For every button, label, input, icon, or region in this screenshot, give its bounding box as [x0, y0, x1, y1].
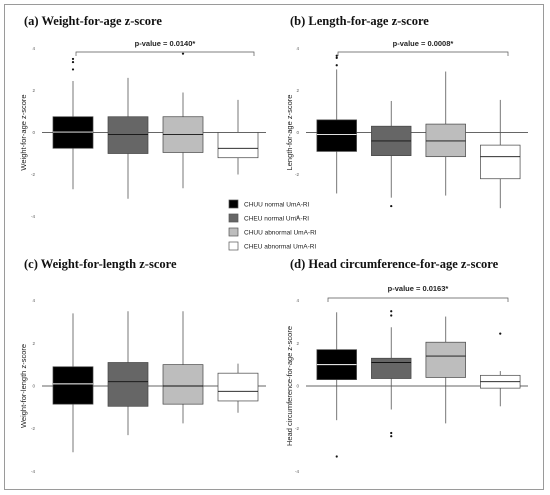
- figure-frame: [4, 4, 544, 490]
- pvalue-bracket: [337, 51, 509, 56]
- panel-title: (a) Weight-for-age z-score: [24, 14, 162, 28]
- y-tick-label: 4: [296, 298, 299, 303]
- y-tick-label: 0: [296, 130, 299, 135]
- outlier-point: [181, 52, 185, 55]
- box-iqr: [162, 364, 204, 405]
- box-2: [162, 52, 204, 189]
- box-2: [162, 311, 204, 424]
- outlier-point: [335, 455, 338, 458]
- y-tick-label: -2: [295, 172, 299, 177]
- y-tick-label: 0: [32, 130, 35, 135]
- panel-title: (c) Weight-for-length z-score: [24, 257, 177, 271]
- box-iqr: [425, 341, 466, 378]
- y-tick-label: -4: [31, 469, 35, 474]
- y-tick-label: -2: [295, 426, 299, 431]
- y-axis-label: Head circumference-for-age z-score: [285, 326, 294, 446]
- legend-swatch: [228, 213, 239, 223]
- box-1: [371, 100, 412, 208]
- panel-0: (a) Weight-for-age z-score Weight-for-age…: [19, 14, 266, 219]
- y-tick-label: 4: [32, 46, 35, 51]
- box-iqr: [371, 357, 412, 379]
- y-tick-label: 2: [32, 341, 35, 346]
- y-tick-label: 0: [296, 384, 299, 389]
- outlier-point: [71, 60, 75, 64]
- box-iqr: [52, 366, 94, 405]
- outlier-point: [499, 332, 502, 335]
- box-iqr: [425, 123, 466, 158]
- box-0: [316, 312, 357, 458]
- y-tick-label: 0: [32, 384, 35, 389]
- panel-3: (d) Head circumference-for-age z-score He…: [285, 257, 528, 474]
- box-iqr: [107, 116, 149, 154]
- y-tick-label: 4: [32, 298, 35, 303]
- legend-label: CHUU abnormal UmA-RI: [244, 230, 317, 237]
- box-3: [480, 332, 521, 407]
- y-axis-label: Weight-for-age z-score: [19, 94, 28, 170]
- outlier-point: [335, 64, 338, 67]
- y-axis-label: Weight-for-length z-score: [19, 344, 28, 428]
- box-0: [316, 54, 357, 194]
- legend-swatch: [228, 241, 239, 251]
- y-tick-label: 2: [296, 88, 299, 93]
- box-iqr: [217, 132, 259, 159]
- box-3: [217, 363, 259, 413]
- box-2: [425, 316, 466, 424]
- box-0: [52, 57, 94, 190]
- outlier-point: [390, 204, 393, 208]
- box-1: [107, 311, 149, 436]
- pvalue-label: p-value = 0.0163*: [388, 284, 449, 293]
- legend-label: CHUU normal UmA-RI: [244, 202, 310, 209]
- y-tick-label: -2: [31, 426, 35, 431]
- outlier-point: [390, 431, 393, 435]
- box-iqr: [107, 362, 149, 407]
- outlier-point: [390, 435, 393, 438]
- outlier-point: [71, 68, 75, 71]
- box-2: [425, 71, 466, 196]
- pvalue-bracket: [327, 297, 509, 302]
- outlier-point: [71, 57, 75, 61]
- y-tick-label: 2: [296, 341, 299, 346]
- legend-label: CHEU normal UmA-RI: [244, 216, 309, 223]
- box-3: [480, 99, 521, 209]
- box-iqr: [480, 144, 521, 180]
- legend-label: CHEU abnormal UmA-RI: [244, 244, 316, 251]
- legend-swatch: [228, 199, 239, 209]
- legend-swatch: [228, 227, 239, 237]
- pvalue-label: p-value = 0.0008*: [393, 39, 454, 48]
- outlier-point: [390, 310, 393, 313]
- outlier-point: [335, 56, 338, 59]
- outlier-point: [335, 54, 338, 57]
- panel-1: (b) Length-for-age z-score Length-for-age…: [285, 14, 528, 219]
- box-0: [52, 313, 94, 453]
- box-1: [371, 310, 412, 438]
- y-tick-label: 4: [296, 46, 299, 51]
- y-tick-label: -2: [31, 172, 35, 177]
- y-tick-label: -4: [31, 214, 35, 219]
- box-iqr: [316, 119, 357, 152]
- y-tick-label: 2: [32, 88, 35, 93]
- box-1: [107, 77, 149, 199]
- box-3: [217, 99, 259, 175]
- y-axis-label: Length-for-age z-score: [285, 95, 294, 171]
- y-tick-label: -4: [295, 214, 299, 219]
- legend: CHUU normal UmA-RI CHEU normal UmA-RI CHUU…: [228, 199, 317, 251]
- panel-2: (c) Weight-for-length z-score Weight-for-…: [19, 257, 266, 474]
- outlier-point: [390, 314, 393, 317]
- pvalue-label: p-value = 0.0140*: [135, 39, 196, 48]
- pvalue-bracket: [75, 51, 255, 56]
- panel-title: (d) Head circumference-for-age z-score: [290, 257, 499, 271]
- panel-title: (b) Length-for-age z-score: [290, 14, 429, 28]
- box-iqr: [217, 372, 259, 402]
- y-tick-label: -4: [295, 469, 299, 474]
